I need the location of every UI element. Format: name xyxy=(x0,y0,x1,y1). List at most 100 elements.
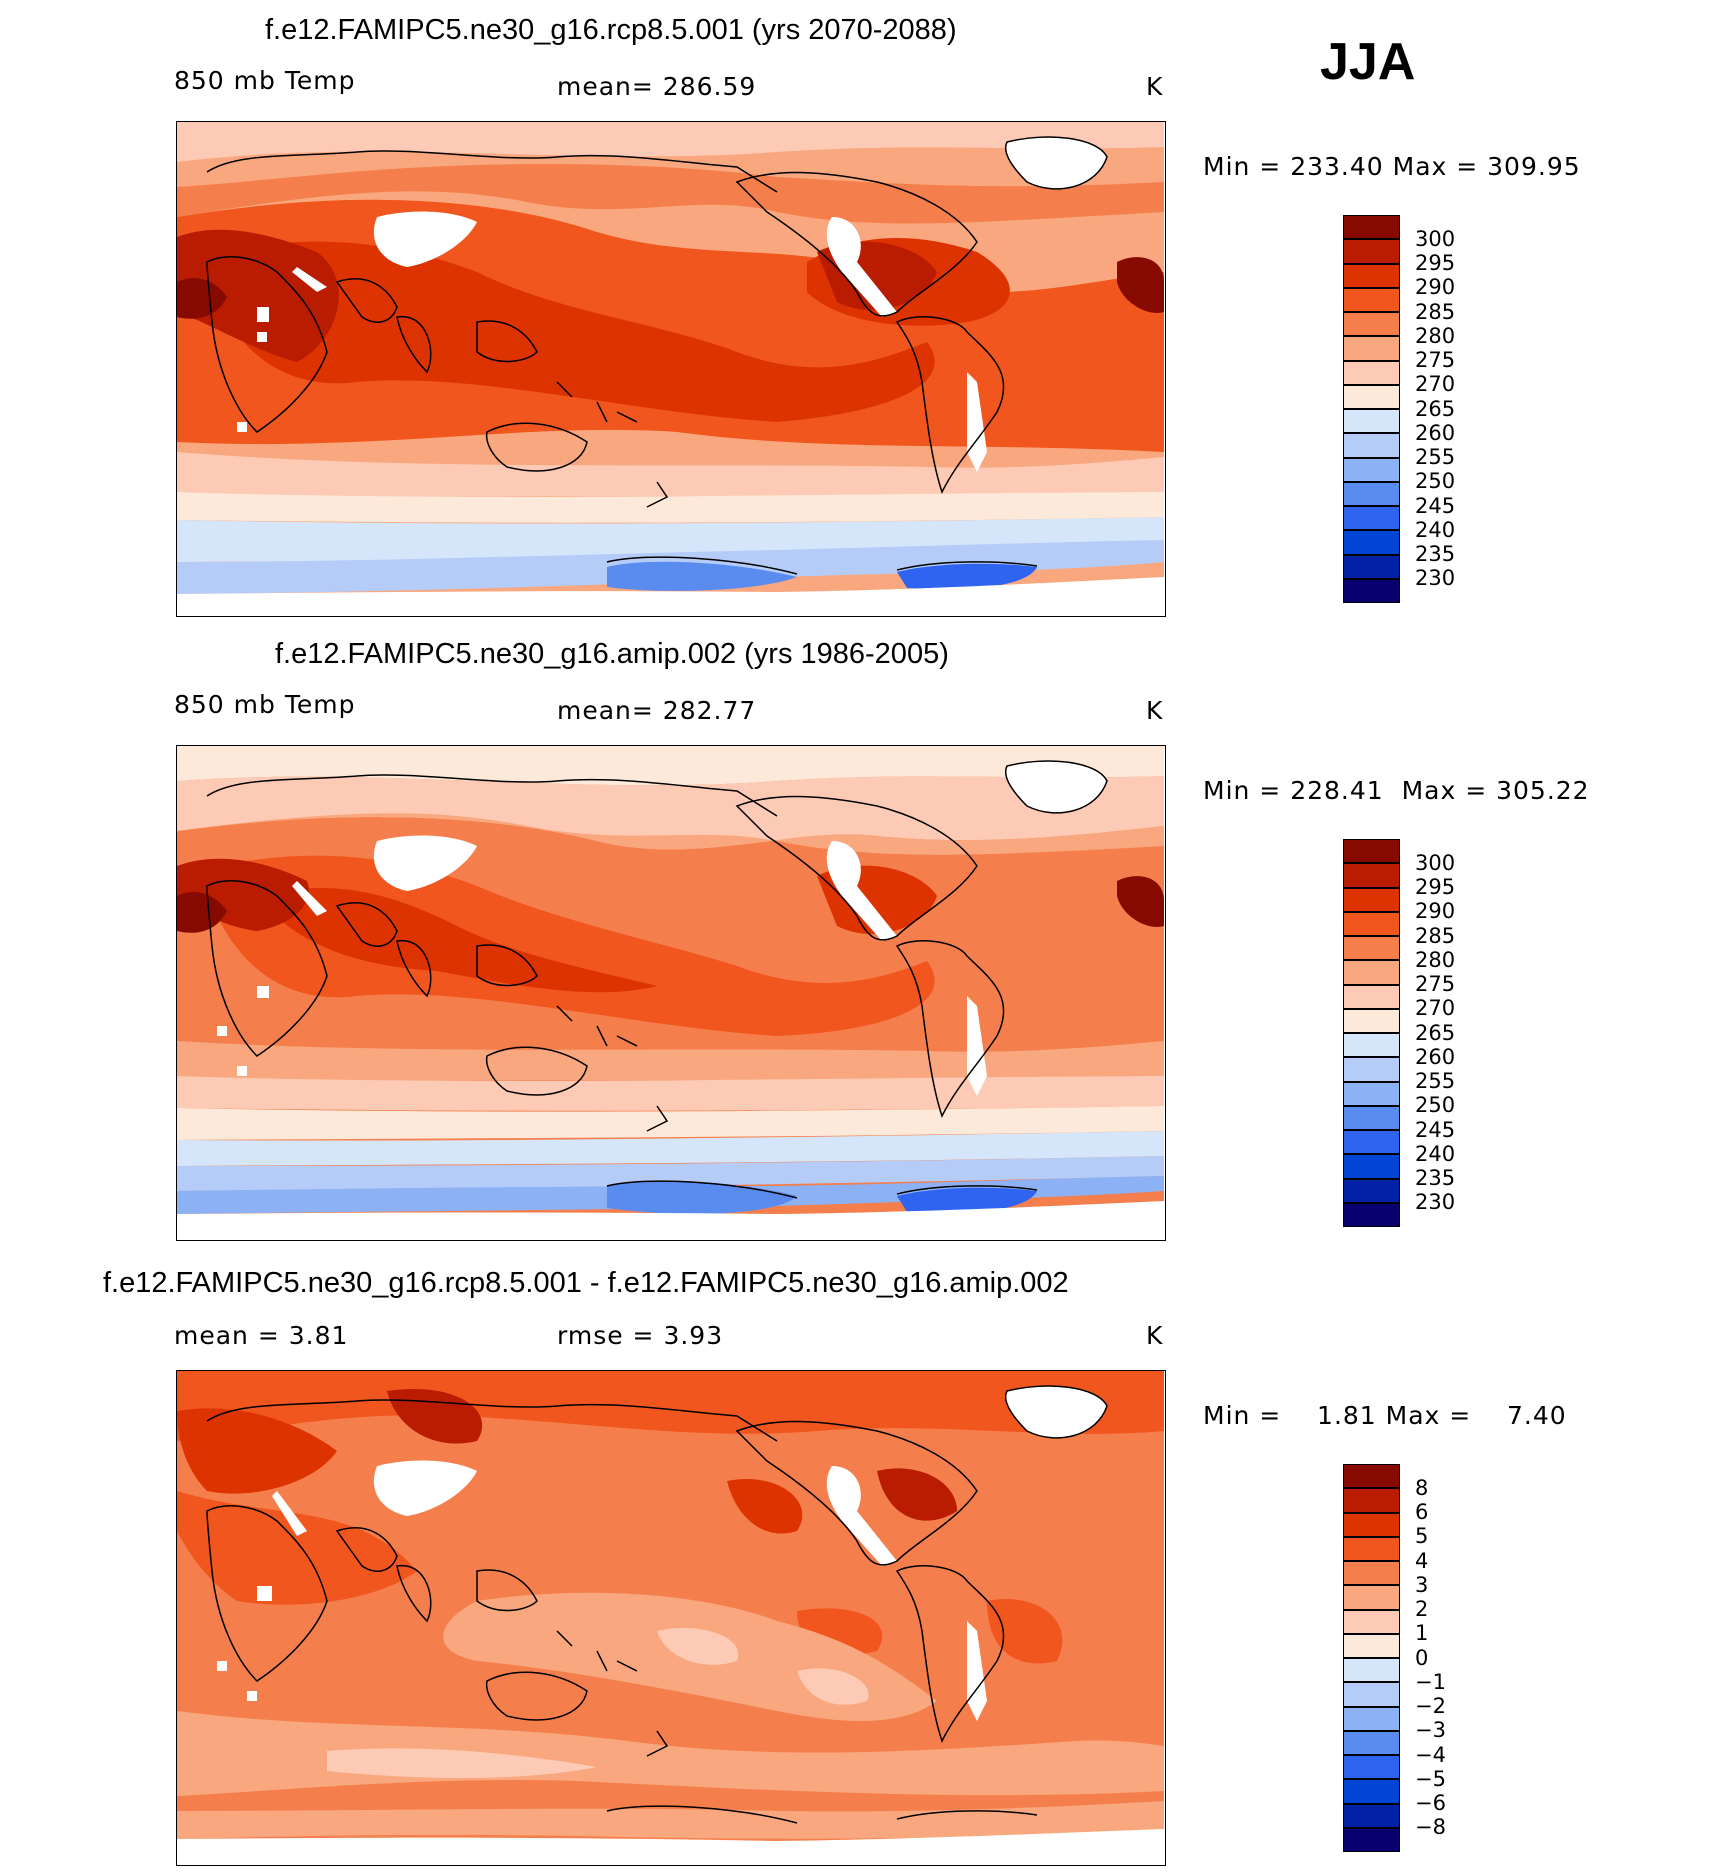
colorbar-label: 290 xyxy=(1415,275,1456,299)
colorbar-label: −6 xyxy=(1415,1791,1446,1815)
colorbar-label: 235 xyxy=(1415,1166,1456,1190)
colorbar-swatch xyxy=(1343,263,1400,288)
colorbar-label: 250 xyxy=(1415,1093,1456,1117)
colorbar-swatch xyxy=(1343,578,1400,603)
colorbar-swatch xyxy=(1343,457,1400,482)
colorbar-swatch xyxy=(1343,287,1400,312)
colorbar-label: 270 xyxy=(1415,372,1456,396)
panel-1-mean-label: mean= 286.59 xyxy=(557,72,757,101)
colorbar-swatch xyxy=(1343,1154,1400,1179)
colorbar-label: 280 xyxy=(1415,948,1456,972)
panel-2-title: f.e12.FAMIPC5.ne30_g16.amip.002 (yrs 198… xyxy=(275,638,949,670)
colorbar-swatch xyxy=(1343,1561,1400,1586)
colorbar-swatch xyxy=(1343,960,1400,985)
panel-1-minmax: Min = 233.40 Max = 309.95 xyxy=(1203,152,1581,181)
panel-1-map xyxy=(176,121,1166,617)
panel-2-minmax: Min = 228.41 Max = 305.22 xyxy=(1203,776,1590,805)
colorbar-swatch xyxy=(1343,1706,1400,1731)
colorbar-label: 2 xyxy=(1415,1597,1429,1621)
colorbar-label: 0 xyxy=(1415,1646,1429,1670)
colorbar-swatch xyxy=(1343,887,1400,912)
colorbar-swatch xyxy=(1343,239,1400,264)
colorbar-label: 4 xyxy=(1415,1549,1429,1573)
colorbar-label: 8 xyxy=(1415,1476,1429,1500)
colorbar-label: −3 xyxy=(1415,1718,1446,1742)
panel-2-mean-label: mean= 282.77 xyxy=(557,696,757,725)
colorbar-swatch xyxy=(1343,1130,1400,1155)
colorbar-swatch xyxy=(1343,1464,1400,1489)
colorbar-swatch xyxy=(1343,911,1400,936)
colorbar-label: 285 xyxy=(1415,300,1456,324)
panel-2-variable-label: 850 mb Temp xyxy=(174,690,356,719)
colorbar-label: 250 xyxy=(1415,469,1456,493)
colorbar-swatch xyxy=(1343,1105,1400,1130)
colorbar-swatch xyxy=(1343,1779,1400,1804)
colorbar-swatch xyxy=(1343,1202,1400,1227)
colorbar-label: 245 xyxy=(1415,1118,1456,1142)
colorbar-label: 295 xyxy=(1415,875,1456,899)
colorbar-label: 5 xyxy=(1415,1524,1429,1548)
panel-3-units-label: K xyxy=(1146,1321,1164,1350)
season-label: JJA xyxy=(1320,33,1416,91)
panel-3-minmax: Min = 1.81 Max = 7.40 xyxy=(1203,1401,1567,1430)
panel-3-rmse-label: rmse = 3.93 xyxy=(557,1321,724,1350)
colorbar-label: 245 xyxy=(1415,494,1456,518)
colorbar-label: 230 xyxy=(1415,1190,1456,1214)
colorbar-swatch xyxy=(1343,1755,1400,1780)
colorbar-swatch xyxy=(1343,863,1400,888)
colorbar-label: 255 xyxy=(1415,1069,1456,1093)
colorbar-swatch xyxy=(1343,409,1400,434)
panel-3-map xyxy=(176,1370,1166,1866)
colorbar-swatch xyxy=(1343,506,1400,531)
colorbar-label: 300 xyxy=(1415,851,1456,875)
colorbar-label: 240 xyxy=(1415,518,1456,542)
colorbar-label: −2 xyxy=(1415,1694,1446,1718)
colorbar-swatch xyxy=(1343,1033,1400,1058)
colorbar-label: 230 xyxy=(1415,566,1456,590)
colorbar-swatch xyxy=(1343,1008,1400,1033)
colorbar-label: 275 xyxy=(1415,348,1456,372)
colorbar-label: −5 xyxy=(1415,1767,1446,1791)
colorbar-swatch xyxy=(1343,1178,1400,1203)
colorbar-swatch xyxy=(1343,1536,1400,1561)
colorbar-label: −4 xyxy=(1415,1743,1446,1767)
panel-3-map-field xyxy=(177,1371,1164,1864)
colorbar-swatch xyxy=(1343,433,1400,458)
colorbar-swatch xyxy=(1343,1827,1400,1852)
colorbar-label: 285 xyxy=(1415,924,1456,948)
colorbar-label: 6 xyxy=(1415,1500,1429,1524)
panel-1-units-label: K xyxy=(1146,72,1164,101)
panel-2-map xyxy=(176,745,1166,1241)
colorbar-label: 1 xyxy=(1415,1621,1429,1645)
colorbar-swatch xyxy=(1343,481,1400,506)
colorbar-swatch xyxy=(1343,839,1400,864)
colorbar-swatch xyxy=(1343,530,1400,555)
panel-1-map-field xyxy=(177,122,1164,615)
colorbar-label: 235 xyxy=(1415,542,1456,566)
colorbar-label: 265 xyxy=(1415,397,1456,421)
colorbar-label: 270 xyxy=(1415,996,1456,1020)
colorbar-swatch xyxy=(1343,984,1400,1009)
colorbar-swatch xyxy=(1343,936,1400,961)
colorbar-swatch xyxy=(1343,1682,1400,1707)
colorbar-label: 300 xyxy=(1415,227,1456,251)
colorbar-swatch xyxy=(1343,1488,1400,1513)
colorbar-swatch xyxy=(1343,360,1400,385)
panel-1-variable-label: 850 mb Temp xyxy=(174,66,356,95)
colorbar-label: 290 xyxy=(1415,899,1456,923)
colorbar-swatch xyxy=(1343,1057,1400,1082)
colorbar-label: −1 xyxy=(1415,1670,1446,1694)
panel-3-title: f.e12.FAMIPC5.ne30_g16.rcp8.5.001 - f.e1… xyxy=(103,1267,1069,1299)
panel-2-map-field xyxy=(177,746,1164,1239)
colorbar-label: −8 xyxy=(1415,1815,1446,1839)
colorbar-label: 240 xyxy=(1415,1142,1456,1166)
colorbar-swatch xyxy=(1343,1658,1400,1683)
colorbar-swatch xyxy=(1343,384,1400,409)
colorbar-swatch xyxy=(1343,1609,1400,1634)
colorbar-label: 295 xyxy=(1415,251,1456,275)
colorbar-swatch xyxy=(1343,554,1400,579)
colorbar-swatch xyxy=(1343,1081,1400,1106)
colorbar-label: 260 xyxy=(1415,421,1456,445)
colorbar-label: 275 xyxy=(1415,972,1456,996)
colorbar-swatch xyxy=(1343,215,1400,240)
